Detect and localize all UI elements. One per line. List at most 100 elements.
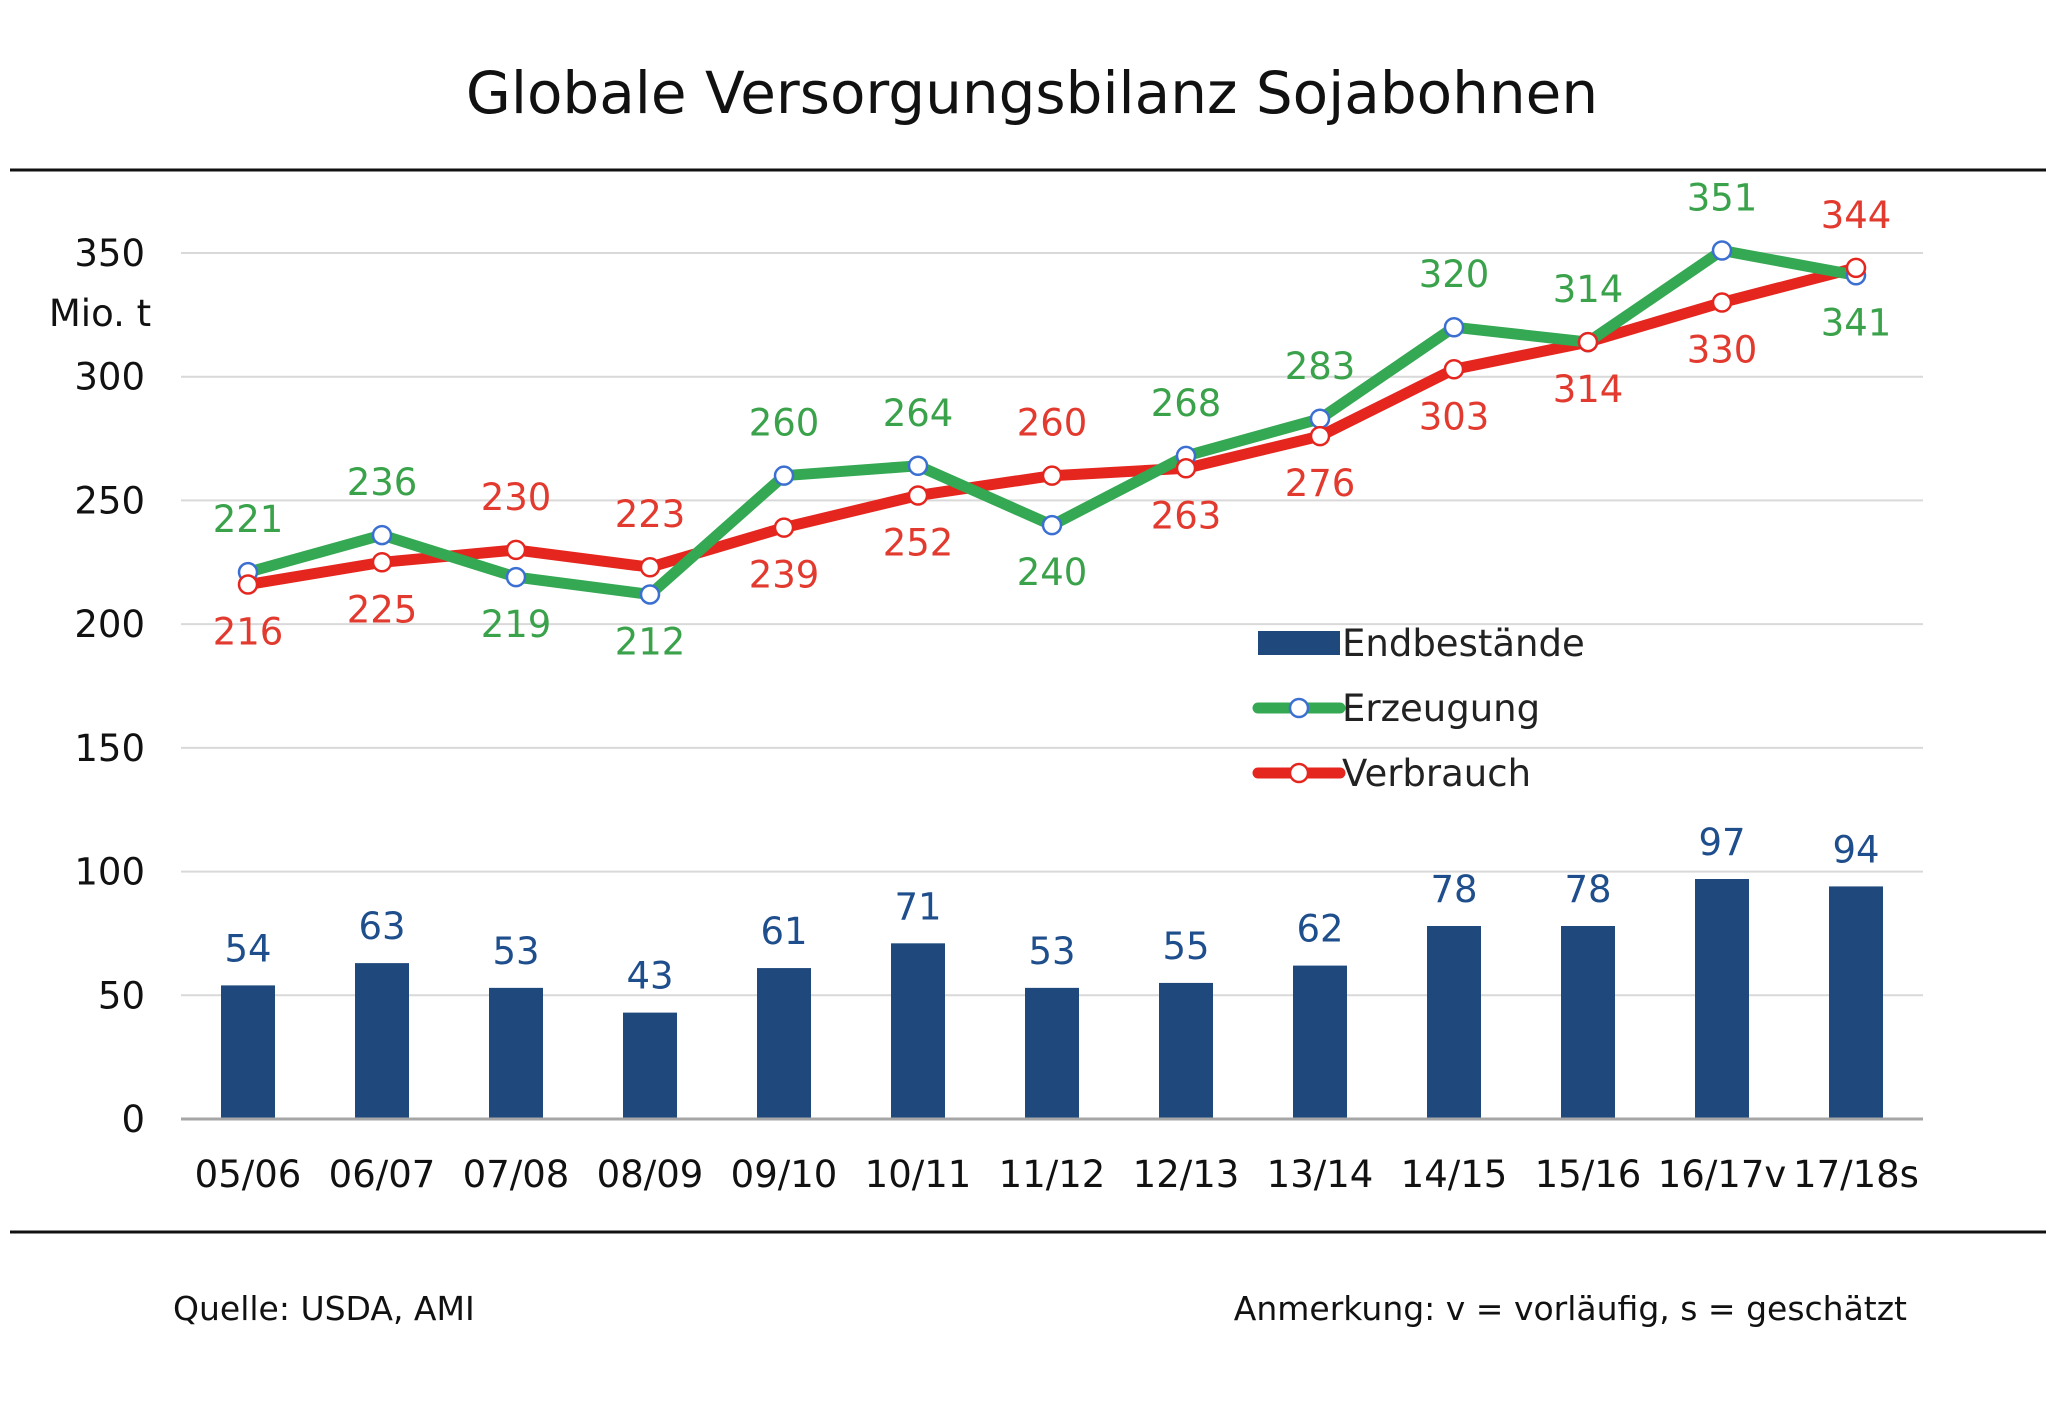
- marker-verbrauch: [371, 552, 393, 573]
- y-tick-label: 200: [74, 603, 145, 646]
- x-tick-label: 14/15: [1401, 1153, 1508, 1196]
- bar: [1695, 878, 1749, 1119]
- data-labels: 54 63 53 43 61 71 53 55 62 78 78 97 94 221 236 219 212 26…: [213, 177, 1892, 998]
- bar-value-label: 97: [1698, 821, 1745, 864]
- erzeugung-value-label: 260: [749, 402, 820, 445]
- bar-value-label: 43: [626, 955, 673, 998]
- erzeugung-value-label: 221: [213, 498, 284, 541]
- verbrauch-value-label: 314: [1553, 368, 1624, 411]
- x-axis-ticks: 05/06 06/07 07/08 08/09 09/10 10/11 11/12 12/13…: [195, 1153, 1919, 1196]
- marker-verbrauch: [1041, 465, 1063, 486]
- x-tick-label: 12/13: [1133, 1153, 1240, 1196]
- bar-value-label: 53: [492, 930, 539, 973]
- legend-label: Endbestände: [1342, 622, 1585, 665]
- x-tick-label: 17/18s: [1793, 1153, 1919, 1196]
- verbrauch-value-label: 216: [213, 611, 284, 654]
- x-tick-label: 06/07: [329, 1153, 436, 1196]
- marker-erzeugung: [371, 524, 393, 546]
- verbrauch-value-label: 263: [1151, 494, 1222, 537]
- remark-note: Anmerkung: v = vorläufig, s = geschätzt: [1234, 1289, 1907, 1328]
- legend-swatch-marker: [1288, 697, 1310, 719]
- x-tick-label: 05/06: [195, 1153, 302, 1196]
- bar: [489, 987, 543, 1119]
- bar: [891, 943, 945, 1119]
- x-tick-label: 08/09: [597, 1153, 704, 1196]
- verbrauch-value-label: 239: [749, 554, 820, 597]
- marker-erzeugung: [1711, 240, 1733, 261]
- erzeugung-value-label: 314: [1553, 268, 1624, 311]
- marker-erzeugung: [505, 566, 527, 588]
- marker-erzeugung: [1041, 514, 1063, 536]
- legend-label: Verbrauch: [1342, 752, 1531, 795]
- bar: [623, 1012, 677, 1119]
- y-axis-ticks: 0 50 100 150 200 250 300 350: [74, 232, 145, 1141]
- bar-value-label: 78: [1564, 868, 1611, 911]
- marker-verbrauch: [237, 574, 259, 595]
- y-tick-label: 350: [74, 232, 145, 275]
- marker-erzeugung: [1309, 408, 1331, 430]
- marker-verbrauch: [1845, 257, 1867, 279]
- erzeugung-value-label: 240: [1017, 551, 1088, 594]
- bar: [221, 985, 275, 1119]
- verbrauch-value-label: 330: [1687, 328, 1758, 371]
- y-tick-label: 50: [98, 974, 145, 1017]
- y-unit-label: Mio. t: [49, 292, 151, 335]
- marker-erzeugung: [639, 584, 661, 605]
- marker-verbrauch: [1711, 292, 1733, 313]
- bar: [1427, 926, 1481, 1119]
- bar: [1293, 965, 1347, 1119]
- x-tick-label: 09/10: [731, 1153, 838, 1196]
- erzeugung-value-label: 212: [615, 620, 686, 663]
- x-tick-label: 11/12: [999, 1153, 1106, 1196]
- legend: Endbestände Erzeugung Verbrauch: [1252, 622, 1585, 795]
- marker-verbrauch: [1443, 359, 1465, 380]
- marker-verbrauch: [907, 485, 929, 506]
- erzeugung-value-label: 236: [347, 461, 418, 504]
- y-tick-label: 0: [121, 1098, 145, 1141]
- bar-value-label: 78: [1430, 868, 1477, 911]
- verbrauch-value-label: 276: [1285, 462, 1356, 505]
- erzeugung-value-label: 351: [1687, 177, 1758, 220]
- bar-series-endbestaende: [221, 878, 1883, 1119]
- gridlines: [181, 252, 1923, 997]
- x-tick-label: 07/08: [463, 1153, 570, 1196]
- marker-verbrauch: [505, 539, 527, 561]
- legend-swatch-marker: [1288, 762, 1310, 784]
- legend-swatch-bar: [1258, 631, 1340, 655]
- marker-verbrauch: [639, 556, 661, 578]
- source-note: Quelle: USDA, AMI: [173, 1289, 475, 1328]
- bar: [1159, 982, 1213, 1119]
- bar-value-label: 53: [1028, 930, 1075, 973]
- bar-value-label: 54: [224, 927, 271, 970]
- y-tick-label: 300: [74, 356, 145, 399]
- bar-value-label: 62: [1296, 908, 1343, 951]
- bar: [1561, 926, 1615, 1119]
- marker-verbrauch: [773, 517, 795, 538]
- erzeugung-value-label: 268: [1151, 382, 1222, 425]
- erzeugung-value-label: 219: [481, 603, 552, 646]
- y-tick-label: 150: [74, 727, 145, 770]
- erzeugung-value-label: 341: [1821, 301, 1892, 344]
- marker-erzeugung: [907, 455, 929, 477]
- marker-verbrauch: [1175, 458, 1197, 479]
- line-series: [237, 240, 1867, 605]
- y-tick-label: 250: [74, 479, 145, 522]
- bar-value-label: 71: [894, 885, 941, 928]
- erzeugung-value-label: 320: [1419, 253, 1490, 296]
- bar-value-label: 94: [1832, 828, 1879, 871]
- verbrauch-value-label: 303: [1419, 395, 1490, 438]
- verbrauch-value-label: 223: [615, 493, 686, 536]
- verbrauch-value-label: 260: [1017, 402, 1088, 445]
- bar-value-label: 55: [1162, 925, 1209, 968]
- bar-value-label: 63: [358, 905, 405, 948]
- x-tick-label: 15/16: [1535, 1153, 1642, 1196]
- legend-label: Erzeugung: [1342, 687, 1540, 730]
- marker-erzeugung: [773, 465, 795, 486]
- bar: [757, 968, 811, 1119]
- erzeugung-value-label: 283: [1285, 345, 1356, 388]
- x-tick-label: 10/11: [865, 1153, 972, 1196]
- verbrauch-value-label: 252: [883, 521, 954, 564]
- y-tick-label: 100: [74, 851, 145, 894]
- verbrauch-value-label: 230: [481, 476, 552, 519]
